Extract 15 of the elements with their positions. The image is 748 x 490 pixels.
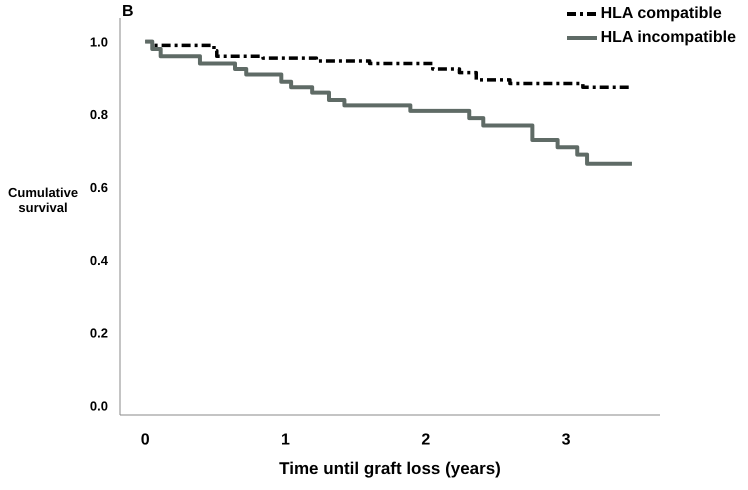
chart-title: B <box>122 3 134 20</box>
y-tick-label: 0.0 <box>90 398 108 414</box>
y-tick-label: 0.8 <box>90 107 108 122</box>
legend-label: HLA compatible <box>600 5 722 23</box>
y-axis-title: Cumulative survival <box>8 185 78 215</box>
x-tick-label: 0 <box>140 431 150 448</box>
x-axis-title: Time until graft loss (years) <box>279 459 501 478</box>
x-tick-label: 1 <box>281 431 290 448</box>
x-tick-label: 2 <box>421 431 430 448</box>
x-tick-label: 3 <box>562 431 571 448</box>
y-tick-label: 0.4 <box>90 252 109 268</box>
y-tick-label: 0.6 <box>90 180 108 195</box>
y-tick-label: 1.0 <box>90 34 108 50</box>
legend-label: HLA incompatible <box>600 29 736 47</box>
y-tick-label: 0.2 <box>90 326 108 341</box>
